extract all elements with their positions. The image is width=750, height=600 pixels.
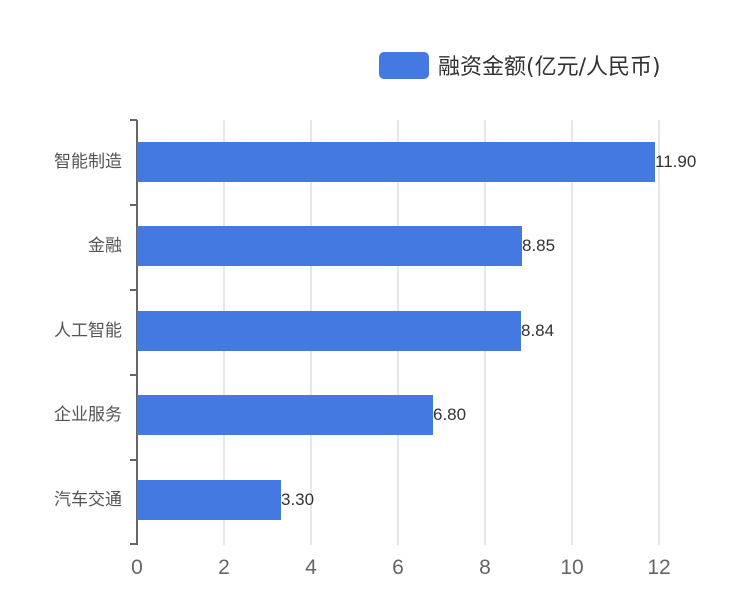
category-label: 汽车交通 xyxy=(54,490,122,510)
gridline-12 xyxy=(658,120,660,545)
legend-swatch xyxy=(379,51,429,79)
x-tick-label: 6 xyxy=(392,556,404,579)
x-tick-label: 2 xyxy=(218,556,230,579)
legend-label: 融资金额(亿元/人民币) xyxy=(438,55,661,80)
y-tick xyxy=(130,374,137,376)
x-tick-label: 4 xyxy=(305,556,317,579)
x-tick-label: 8 xyxy=(479,556,491,579)
category-label: 智能制造 xyxy=(54,152,122,172)
category-label: 企业服务 xyxy=(54,405,122,425)
x-tick-label: 10 xyxy=(560,556,584,579)
y-tick xyxy=(130,289,137,291)
bar-qiche-jiaotong[interactable] xyxy=(137,480,281,520)
category-label: 金融 xyxy=(88,236,122,256)
category-label: 人工智能 xyxy=(54,321,122,341)
x-tick-label: 0 xyxy=(131,556,143,579)
y-tick xyxy=(130,204,137,206)
bar-jinrong[interactable] xyxy=(137,226,522,266)
legend[interactable]: 融资金额(亿元/人民币) xyxy=(379,49,661,81)
bar-value-label: 6.80 xyxy=(433,405,467,424)
bar-zhineng-zhizao[interactable] xyxy=(137,142,655,182)
bar-value-label: 3.30 xyxy=(281,490,315,509)
x-tick-label: 12 xyxy=(647,556,671,579)
bar-value-label: 8.84 xyxy=(521,321,555,340)
bar-qiye-fuwu[interactable] xyxy=(137,395,433,435)
y-tick xyxy=(130,119,137,121)
y-tick xyxy=(130,543,137,545)
bar-value-label: 11.90 xyxy=(655,152,697,171)
bar-value-label: 8.85 xyxy=(522,236,556,255)
y-tick xyxy=(130,459,137,461)
gridline-10 xyxy=(571,120,573,545)
bar-rengong-zhineng[interactable] xyxy=(137,311,521,351)
